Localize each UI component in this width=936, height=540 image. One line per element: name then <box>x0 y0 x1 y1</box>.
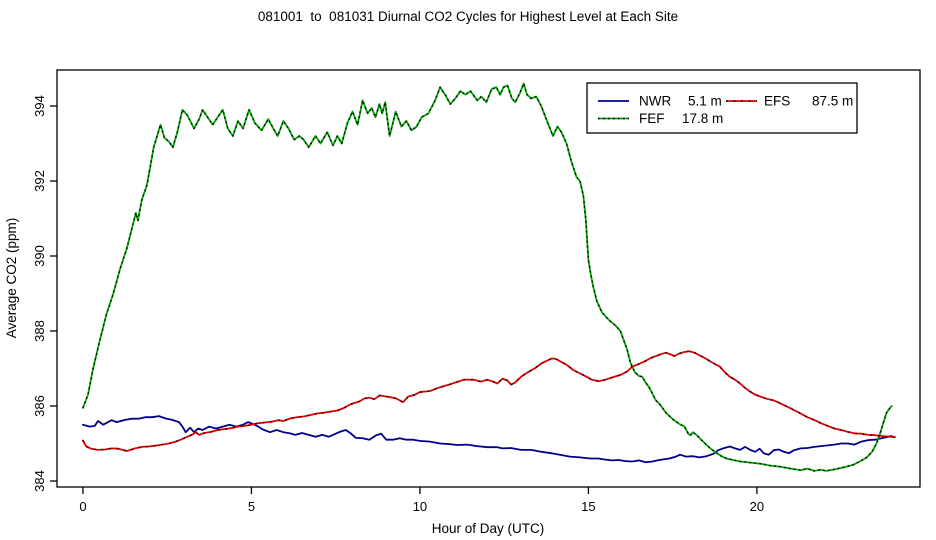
legend-site-label: EFS <box>764 94 790 109</box>
series-nwr-line <box>82 415 893 464</box>
legend: NWR 5.1 m FEF 17.8 m EFS 87.5 m <box>586 82 858 134</box>
legend-box <box>586 82 858 134</box>
x-tick-label: 10 <box>413 499 427 514</box>
x-tick-label: 15 <box>581 499 595 514</box>
x-tick-label: 20 <box>750 499 764 514</box>
legend-height-label: 87.5 m <box>812 94 853 109</box>
chart-title: 081001 to 081031 Diurnal CO2 Cycles for … <box>257 9 679 24</box>
y-axis-label: Average CO2 (ppm) <box>4 218 19 339</box>
plot-box <box>56 69 921 488</box>
legend-site-label: FEF <box>639 111 665 126</box>
legend-site-label: NWR <box>639 94 671 109</box>
y-tick-label: 384 <box>32 470 47 492</box>
x-tick-label: 5 <box>248 499 255 514</box>
legend-height-label: 5.1 m <box>688 94 722 109</box>
legend-entry-fef: FEF 17.8 m <box>598 111 723 126</box>
y-tick-label: 390 <box>32 245 47 267</box>
axes-layer: 0 5 10 15 20 384 386 388 390 392 394 <box>32 69 921 514</box>
legend-height-label: 17.8 m <box>682 111 723 126</box>
series-fef-line <box>82 82 893 472</box>
legend-entry-nwr: NWR 5.1 m <box>598 94 722 109</box>
series-layer <box>82 82 896 472</box>
x-tick-label: 0 <box>79 499 86 514</box>
y-tick-label: 386 <box>32 395 47 417</box>
x-axis-label: Hour of Day (UTC) <box>432 521 545 536</box>
legend-entry-efs: EFS 87.5 m <box>726 94 853 109</box>
y-tick-label: 388 <box>32 320 47 342</box>
y-tick-label: 394 <box>32 95 47 117</box>
series-efs-line <box>82 350 896 452</box>
y-tick-label: 392 <box>32 170 47 192</box>
